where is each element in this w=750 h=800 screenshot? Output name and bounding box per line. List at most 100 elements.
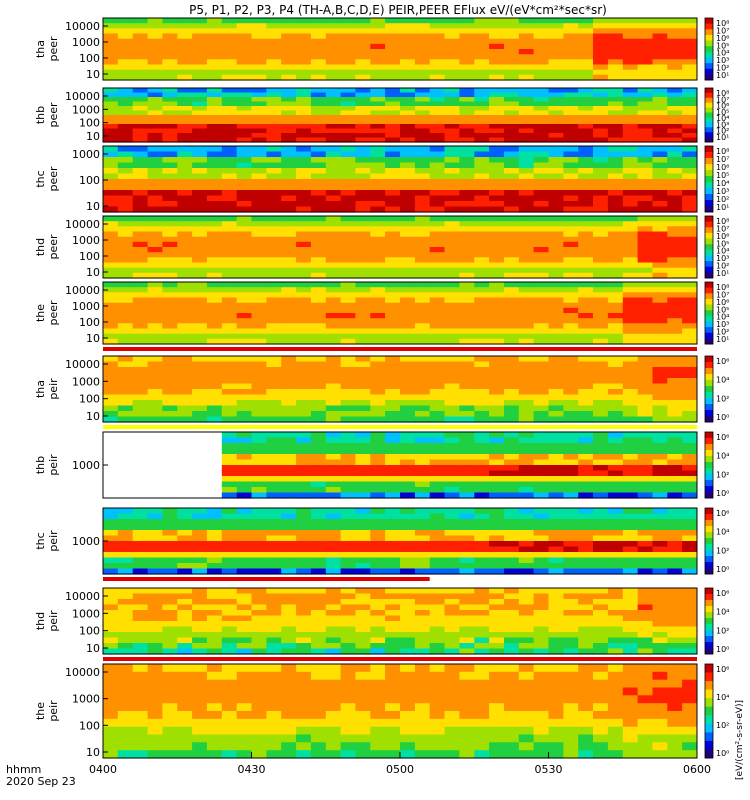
heatmap-cell <box>192 23 208 29</box>
heatmap-cell <box>563 621 579 628</box>
colorbar-tick-label: 10⁵ <box>716 41 729 50</box>
heatmap-cell <box>310 519 327 526</box>
heatmap-cell <box>236 157 253 164</box>
heatmap-cell <box>177 101 193 107</box>
heatmap-cell <box>355 443 371 450</box>
heatmap-cell <box>607 257 624 264</box>
heatmap-cell <box>548 106 564 112</box>
heatmap-cell <box>563 588 579 595</box>
heatmap-cell <box>103 742 119 751</box>
heatmap-cell <box>370 252 386 258</box>
heatmap-cell <box>533 49 549 55</box>
heatmap-cell <box>429 59 446 66</box>
heatmap-cell <box>667 267 683 274</box>
heatmap-cell <box>296 146 312 153</box>
heatmap-cell <box>578 115 594 121</box>
heatmap-cell <box>682 201 698 208</box>
heatmap-cell <box>563 262 579 269</box>
heatmap-cell <box>533 173 549 180</box>
heatmap-cell <box>370 257 386 264</box>
heatmap-cell <box>504 110 520 116</box>
heatmap-cell <box>132 437 149 444</box>
heatmap-cell <box>607 128 624 134</box>
heatmap-cell <box>637 389 653 396</box>
heatmap-cell <box>236 137 253 143</box>
heatmap-cell <box>310 487 327 494</box>
heatmap-cell <box>192 231 208 238</box>
heatmap-cell <box>489 64 505 71</box>
colorbar-tick-label: 10³ <box>716 254 729 263</box>
heatmap-cell <box>385 97 401 103</box>
heatmap-cell <box>607 610 624 617</box>
heatmap-cell <box>340 124 356 130</box>
heatmap-cell <box>117 201 134 208</box>
heatmap-cell <box>607 173 624 180</box>
heatmap-cell <box>429 257 446 264</box>
heatmap-cell <box>548 513 564 520</box>
heatmap-cell <box>221 282 238 288</box>
heatmap-cell <box>459 128 475 134</box>
heatmap-cell <box>459 432 475 439</box>
heatmap-cell <box>266 328 282 335</box>
heatmap-cell <box>667 621 683 628</box>
heatmap-cell <box>310 356 327 363</box>
heatmap-cell <box>236 563 253 570</box>
heatmap-cell <box>296 513 312 520</box>
heatmap-cell <box>221 38 238 45</box>
heatmap-cell <box>162 49 178 55</box>
heatmap-cell <box>177 648 193 655</box>
colorbar-segment <box>705 92 713 99</box>
heatmap-cell <box>385 610 401 617</box>
heatmap-cell <box>652 411 668 418</box>
heatmap-cell <box>518 400 535 407</box>
heatmap-cell <box>162 648 178 655</box>
heatmap-cell <box>355 400 371 407</box>
heatmap-cell <box>266 726 282 736</box>
heatmap-cell <box>310 137 327 143</box>
heatmap-cell <box>355 124 371 130</box>
heatmap-cell <box>117 411 134 418</box>
heatmap-cell <box>518 508 535 515</box>
heatmap-cell <box>429 679 446 689</box>
heatmap-cell <box>355 184 371 191</box>
heatmap-cell <box>593 59 609 66</box>
heatmap-cell <box>103 247 119 253</box>
heatmap-cell <box>593 49 609 55</box>
heatmap-cell <box>652 206 668 213</box>
heatmap-cell <box>504 372 520 379</box>
heatmap-cell <box>459 405 475 412</box>
heatmap-cell <box>325 400 342 407</box>
heatmap-cell <box>385 124 401 130</box>
heatmap-cell <box>117 470 134 477</box>
heatmap-cell <box>578 679 594 689</box>
heatmap-cell <box>429 437 446 444</box>
heatmap-cell <box>518 173 535 180</box>
y-tick-label: 100 <box>79 117 100 130</box>
heatmap-cell <box>192 524 208 531</box>
heatmap-cell <box>504 718 520 728</box>
heatmap-cell <box>593 241 609 248</box>
heatmap-cell <box>429 664 446 673</box>
heatmap-cell <box>474 443 490 450</box>
heatmap-cell <box>414 201 431 208</box>
heatmap-cell <box>667 49 683 55</box>
heatmap-cell <box>177 307 193 314</box>
heatmap-cell <box>548 416 564 423</box>
y-tick-label: 10 <box>86 68 100 81</box>
heatmap-cell <box>385 54 401 60</box>
heatmap-cell <box>221 28 238 35</box>
heatmap-cell <box>296 168 312 175</box>
heatmap-cell <box>385 465 401 472</box>
heatmap-cell <box>607 448 624 455</box>
heatmap-cell <box>607 563 624 570</box>
heatmap-cell <box>117 599 134 606</box>
colorbar-segment <box>705 97 713 104</box>
heatmap-cell <box>563 101 579 107</box>
heatmap-cell <box>607 411 624 418</box>
heatmap-cell <box>563 64 579 71</box>
heatmap-cell <box>489 459 505 466</box>
heatmap-cell <box>221 157 238 164</box>
heatmap-cell <box>563 137 579 143</box>
heatmap-cell <box>266 610 282 617</box>
